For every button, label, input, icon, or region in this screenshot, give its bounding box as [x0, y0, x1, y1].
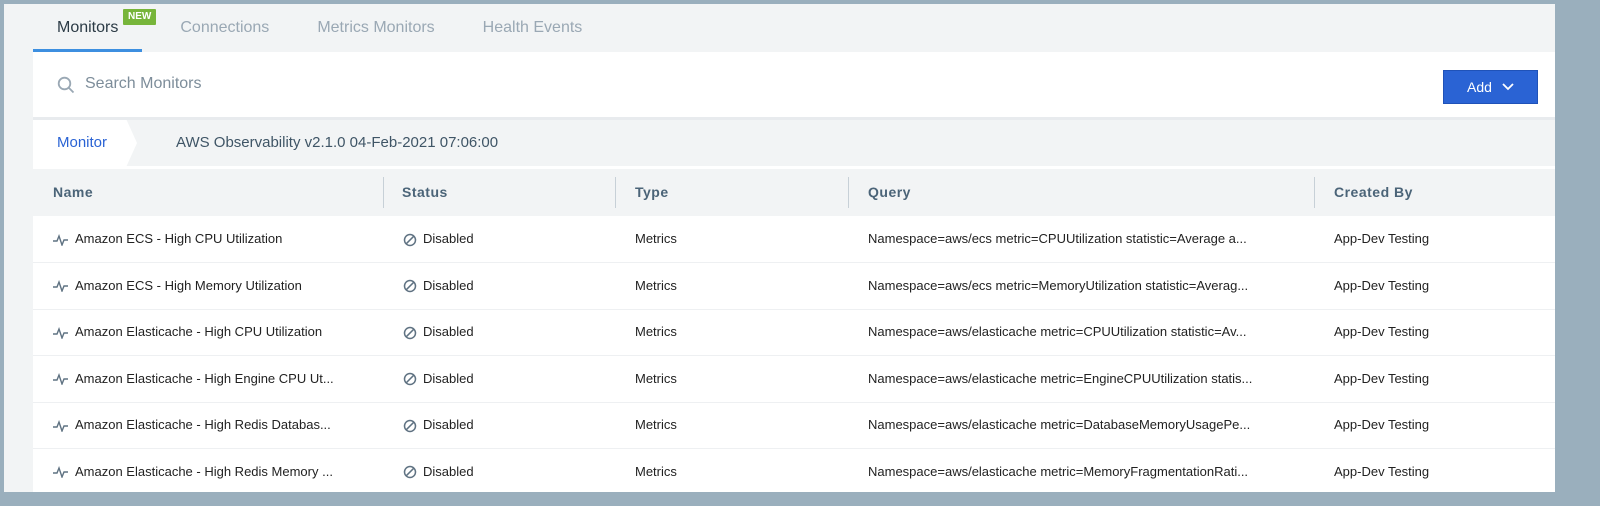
table-header: Name Status Type Query Created By: [33, 169, 1555, 216]
monitor-name[interactable]: Amazon Elasticache - High Redis Databas.…: [53, 402, 331, 448]
column-type[interactable]: Type: [635, 184, 669, 200]
monitor-query: Namespace=aws/elasticache metric=Databas…: [868, 417, 1251, 432]
tab-metrics-monitors[interactable]: Metrics Monitors: [317, 19, 435, 36]
table-row[interactable]: Amazon Elasticache - High CPU Utilizatio…: [33, 309, 1555, 356]
monitor-name[interactable]: Amazon ECS - High Memory Utilization: [53, 263, 302, 309]
status-badge: Disabled: [403, 216, 474, 262]
metrics-monitor-icon: [53, 326, 68, 339]
monitors-page: Monitors NEW Connections Metrics Monitors…: [4, 4, 1555, 492]
created-by: App-Dev Testing: [1334, 277, 1430, 293]
created-by: App-Dev Testing: [1334, 463, 1430, 479]
table-row[interactable]: Amazon Elasticache - High Redis Memory .…: [33, 449, 1555, 493]
disabled-icon: [403, 326, 417, 339]
tab-connections[interactable]: Connections: [180, 19, 270, 36]
tab-monitors[interactable]: Monitors NEW: [33, 4, 157, 52]
monitor-query: Namespace=aws/elasticache metric=CPUUtil…: [868, 324, 1247, 339]
column-name[interactable]: Name: [53, 184, 94, 200]
created-by: App-Dev Testing: [1334, 370, 1430, 386]
disabled-icon: [403, 465, 417, 479]
monitor-name[interactable]: Amazon Elasticache - High Redis Memory .…: [53, 449, 333, 493]
metrics-monitor-icon: [53, 419, 68, 432]
breadcrumb-current: AWS Observability v2.1.0 04-Feb-2021 07:…: [176, 134, 499, 151]
column-divider[interactable]: [848, 177, 849, 208]
breadcrumb-monitor[interactable]: Monitor: [33, 120, 137, 166]
status-badge: Disabled: [403, 402, 474, 448]
table-row[interactable]: Amazon Elasticache - High Redis Databas.…: [33, 402, 1555, 449]
disabled-icon: [403, 233, 417, 246]
add-button[interactable]: Add: [1443, 70, 1538, 104]
metrics-monitor-icon: [53, 233, 68, 246]
search-icon: [57, 76, 75, 94]
monitor-type: Metrics: [635, 417, 677, 432]
monitor-type: Metrics: [635, 463, 677, 479]
column-query[interactable]: Query: [868, 184, 911, 200]
status-badge: Disabled: [403, 449, 474, 493]
monitor-type: Metrics: [635, 231, 677, 246]
chevron-down-icon: [1502, 83, 1514, 91]
column-created-by[interactable]: Created By: [1334, 184, 1413, 200]
monitor-query: Namespace=aws/elasticache metric=EngineC…: [868, 370, 1253, 386]
search-bar: Add: [33, 52, 1555, 120]
table-row[interactable]: Amazon Elasticache - High Engine CPU Ut.…: [33, 356, 1555, 403]
monitor-query: Namespace=aws/elasticache metric=MemoryF…: [868, 463, 1249, 479]
breadcrumb: Monitor AWS Observability v2.1.0 04-Feb-…: [33, 120, 1555, 166]
tab-bar: Monitors NEW Connections Metrics Monitors…: [33, 4, 606, 52]
monitor-type: Metrics: [635, 370, 677, 386]
status-badge: Disabled: [403, 356, 474, 402]
metrics-monitor-icon: [53, 373, 68, 386]
disabled-icon: [403, 419, 417, 432]
column-divider[interactable]: [1314, 177, 1315, 208]
metrics-monitor-icon: [53, 466, 68, 479]
monitor-type: Metrics: [635, 324, 677, 339]
column-divider[interactable]: [615, 177, 616, 208]
table-row[interactable]: Amazon ECS - High CPU Utilization Disable…: [33, 216, 1555, 263]
monitors-panel: Add Monitor AWS Observability v2.1.0 04-…: [33, 52, 1555, 492]
monitor-query: Namespace=aws/ecs metric=CPUUtilization …: [868, 231, 1247, 246]
monitor-name[interactable]: Amazon Elasticache - High CPU Utilizatio…: [53, 309, 322, 355]
new-badge: NEW: [123, 9, 157, 25]
disabled-icon: [403, 279, 417, 293]
monitor-name[interactable]: Amazon ECS - High CPU Utilization: [53, 216, 282, 262]
monitor-name[interactable]: Amazon Elasticache - High Engine CPU Ut.…: [53, 356, 334, 402]
status-badge: Disabled: [403, 309, 474, 355]
disabled-icon: [403, 372, 417, 386]
search-input[interactable]: [83, 70, 987, 98]
column-status[interactable]: Status: [402, 184, 448, 200]
tab-health-events[interactable]: Health Events: [482, 19, 583, 36]
metrics-monitor-icon: [53, 280, 68, 293]
monitor-type: Metrics: [635, 277, 677, 293]
created-by: App-Dev Testing: [1334, 231, 1430, 246]
created-by: App-Dev Testing: [1334, 417, 1430, 432]
status-badge: Disabled: [403, 263, 474, 309]
column-divider[interactable]: [383, 177, 384, 208]
created-by: App-Dev Testing: [1334, 324, 1430, 339]
table-row[interactable]: Amazon ECS - High Memory Utilization Disa…: [33, 263, 1555, 310]
monitor-query: Namespace=aws/ecs metric=MemoryUtilizati…: [868, 277, 1249, 293]
